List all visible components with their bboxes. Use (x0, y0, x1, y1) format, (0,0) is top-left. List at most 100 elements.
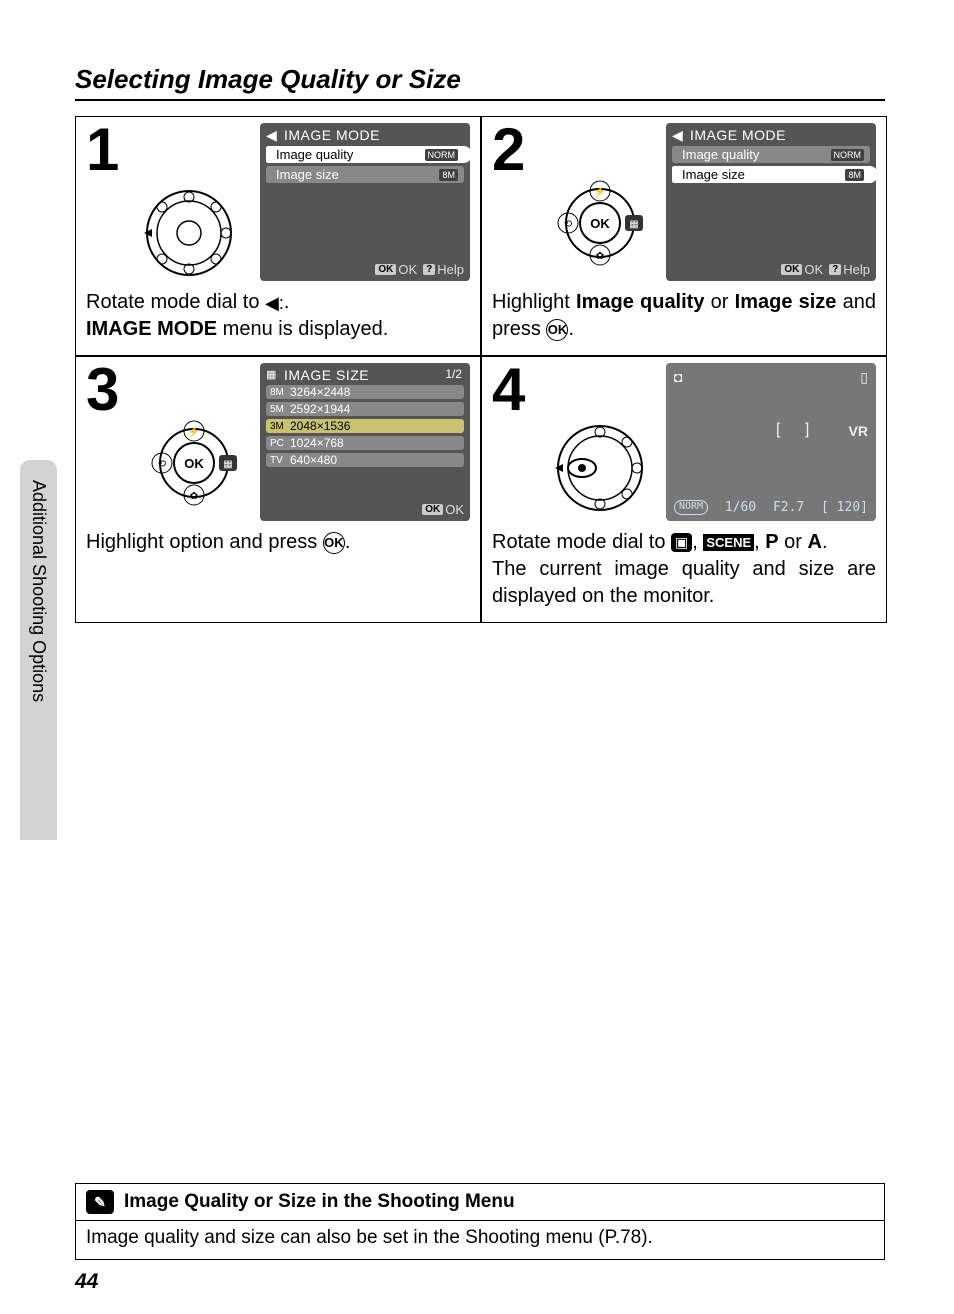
svg-text:⚡: ⚡ (188, 425, 200, 438)
ok-label: OK (445, 502, 464, 517)
image-mode-dial-icon: ◀: (265, 291, 284, 315)
help-box-icon: ? (829, 264, 841, 275)
ok-label: OK (804, 262, 823, 277)
ok-button-icon: OK (323, 532, 345, 554)
auto-mode-icon: ▣ (671, 533, 692, 552)
back-arrow-icon: ◀ (266, 127, 277, 144)
step-number: 1 (86, 123, 128, 177)
p-mode: P (765, 531, 778, 553)
svg-text:▦: ▦ (223, 459, 232, 470)
size-label: 640×480 (290, 453, 337, 467)
menu-row-image-size: Image size 8M (672, 166, 870, 183)
step-1-description: Rotate mode dial to ◀:. IMAGE MODE menu … (86, 289, 470, 343)
text: Highlight option and press (86, 531, 323, 553)
page-number: 44 (75, 1270, 98, 1294)
bold-text: IMAGE MODE (86, 318, 217, 340)
text: . (822, 531, 828, 553)
mode-dial-illustration (134, 123, 254, 281)
step-3: 3 OK ⚡ ✿ ⟲ ▦ ▦ IMAGE SIZE 1/2 ✓8M3264×24… (75, 356, 481, 623)
text: . (568, 318, 574, 340)
lcd-footer: OKOK ?Help (781, 262, 870, 277)
note-body: Image quality and size can also be set i… (76, 1221, 884, 1259)
shutter-speed: 1/60 (725, 500, 756, 515)
step-number: 4 (492, 363, 534, 417)
size-icon: TV (270, 455, 283, 466)
help-label: Help (843, 262, 870, 277)
mode-dial-illustration (540, 363, 660, 521)
svg-text:✿: ✿ (190, 491, 198, 502)
row-label: Image quality (682, 147, 759, 162)
svg-text:⟲: ⟲ (158, 459, 167, 470)
menu-row-image-size: Image size 8M (266, 166, 464, 183)
text: . (284, 291, 290, 313)
ok-label: OK (398, 262, 417, 277)
size-option-row: 5M 2592×1944 (266, 402, 464, 416)
back-arrow-icon: ◀ (672, 127, 683, 144)
quality-size-indicator: NORM (674, 500, 708, 515)
note-title: Image Quality or Size in the Shooting Me… (124, 1191, 515, 1213)
help-label: Help (437, 262, 464, 277)
aperture: F2.7 (773, 500, 804, 515)
lcd-screen-image-size: ▦ IMAGE SIZE 1/2 ✓8M3264×24485M2592×1944… (260, 363, 470, 521)
lcd-shooting-screen: ◘ ▯ VR [ ] NORM 1/60 F2.7 [ 120] (666, 363, 876, 521)
lcd-title: IMAGE SIZE (284, 367, 464, 383)
size-icon: PC (270, 438, 284, 449)
size-option-row: PC 1024×768 (266, 436, 464, 450)
text: , (754, 531, 765, 553)
text: or (704, 291, 734, 313)
size-badge: 8M (845, 169, 864, 181)
remaining-shots: [ 120] (821, 500, 868, 515)
svg-text:OK: OK (184, 456, 204, 471)
lcd-screen-image-mode: ◀ IMAGE MODE Image quality NORM Image si… (260, 123, 470, 281)
size-label: 1024×768 (290, 436, 344, 450)
lcd-bottom-info: NORM 1/60 F2.7 [ 120] (674, 500, 868, 515)
bold-text: Image size (735, 291, 837, 313)
camera-icon: ◘ (674, 369, 682, 385)
page-title: Selecting Image Quality or Size (75, 64, 885, 101)
step-number: 2 (492, 123, 534, 177)
ok-box-icon: OK (375, 264, 396, 275)
step-2: 2 OK ⚡ ✿ ⟲ ▦ ◀ IMAGE MODE Image quality … (481, 116, 887, 356)
text: menu is displayed. (217, 318, 388, 340)
side-tab: Additional Shooting Options (20, 460, 57, 840)
size-label: 3264×2448 (290, 385, 350, 399)
step-number: 3 (86, 363, 128, 417)
vr-indicator: VR (849, 423, 868, 439)
bold-text: Image quality (576, 291, 704, 313)
battery-icon: ▯ (860, 369, 868, 386)
note-icon: ✎ (86, 1190, 114, 1214)
text: , (692, 531, 703, 553)
lcd-title: IMAGE MODE (284, 127, 464, 143)
svg-text:▦: ▦ (629, 219, 638, 230)
text: Highlight (492, 291, 576, 313)
scene-mode-icon: SCENE (703, 534, 754, 552)
step-4: 4 ◘ ▯ VR [ ] (481, 356, 887, 623)
step-1: 1 ◀ IMAGE MODE (75, 116, 481, 356)
lcd-footer: OKOK (422, 502, 464, 517)
size-label: 2048×1536 (290, 419, 350, 433)
size-icon: 5M (270, 404, 284, 415)
lcd-title: IMAGE MODE (690, 127, 870, 143)
multi-selector-illustration: OK ⚡ ✿ ⟲ ▦ (540, 123, 660, 281)
multi-selector-illustration: OK ⚡ ✿ ⟲ ▦ (134, 363, 254, 521)
note-box: ✎ Image Quality or Size in the Shooting … (75, 1183, 885, 1260)
row-label: Image size (276, 167, 339, 182)
size-option-row: TV 640×480 (266, 453, 464, 467)
af-brackets: [ ] (776, 421, 819, 439)
grid-icon: ▦ (266, 368, 276, 381)
svg-text:✿: ✿ (596, 251, 604, 262)
menu-row-image-quality: Image quality NORM (266, 146, 464, 163)
size-icon: 8M (270, 387, 284, 398)
text: Rotate mode dial to (86, 291, 265, 313)
page-indicator: 1/2 (445, 367, 462, 381)
steps-grid: 1 ◀ IMAGE MODE (75, 116, 885, 623)
size-label: 2592×1944 (290, 402, 350, 416)
help-box-icon: ? (423, 264, 435, 275)
svg-text:⚡: ⚡ (594, 185, 606, 198)
step-4-description: Rotate mode dial to ▣, SCENE, P or A. Th… (492, 529, 876, 610)
lcd-screen-image-mode: ◀ IMAGE MODE Image quality NORM Image si… (666, 123, 876, 281)
size-option-row: 3M2048×1536 (266, 419, 464, 433)
note-header: ✎ Image Quality or Size in the Shooting … (76, 1184, 884, 1221)
size-badge: 8M (439, 169, 458, 181)
text: . (345, 531, 351, 553)
